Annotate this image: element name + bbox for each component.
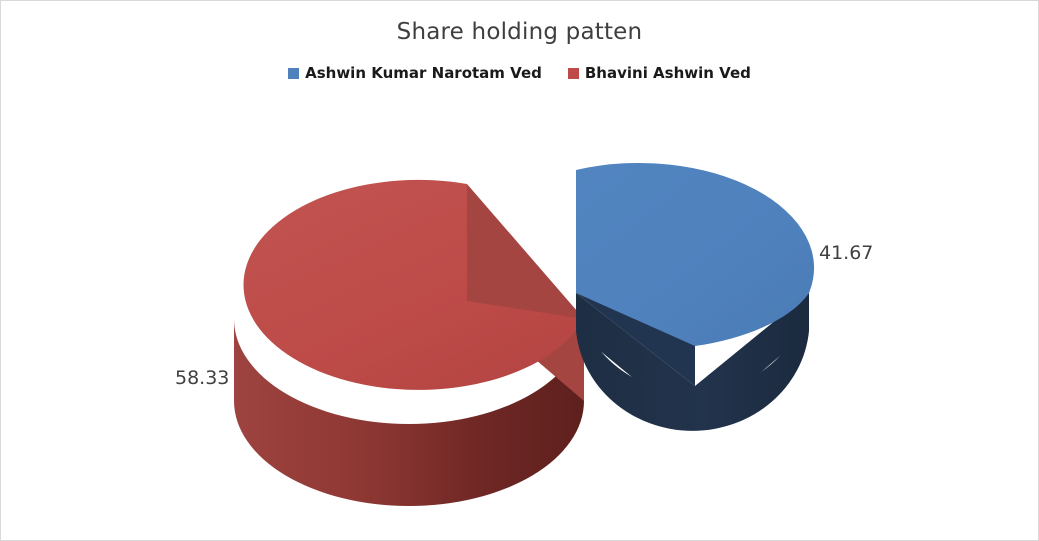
- pie-slice-blue-3d-side: [576, 293, 809, 431]
- pie-slice-red-top: [243, 179, 585, 390]
- data-label-bhavini-ashwin-ved: 58.33: [175, 367, 230, 389]
- legend-label-bhavini-ashwin-ved: Bhavini Ashwin Ved: [584, 64, 751, 82]
- data-label-ashwin-kumar-narotam-ved: 41.67: [819, 242, 874, 264]
- pie-slice-blue-top: [576, 162, 815, 346]
- chart-legend: Ashwin Kumar Narotam Ved Bhavini Ashwin …: [1, 64, 1038, 82]
- chart-title: Share holding patten: [396, 19, 643, 45]
- legend-item-bhavini-ashwin-ved[interactable]: Bhavini Ashwin Ved: [567, 64, 751, 82]
- legend-swatch-blue-icon: [288, 67, 300, 79]
- legend-item-ashwin-kumar-narotam-ved[interactable]: Ashwin Kumar Narotam Ved: [288, 64, 542, 82]
- legend-swatch-red-icon: [567, 67, 579, 79]
- legend-label-ashwin-kumar-narotam-ved: Ashwin Kumar Narotam Ved: [305, 64, 542, 82]
- pie-slice-red-3d-side: [234, 319, 584, 506]
